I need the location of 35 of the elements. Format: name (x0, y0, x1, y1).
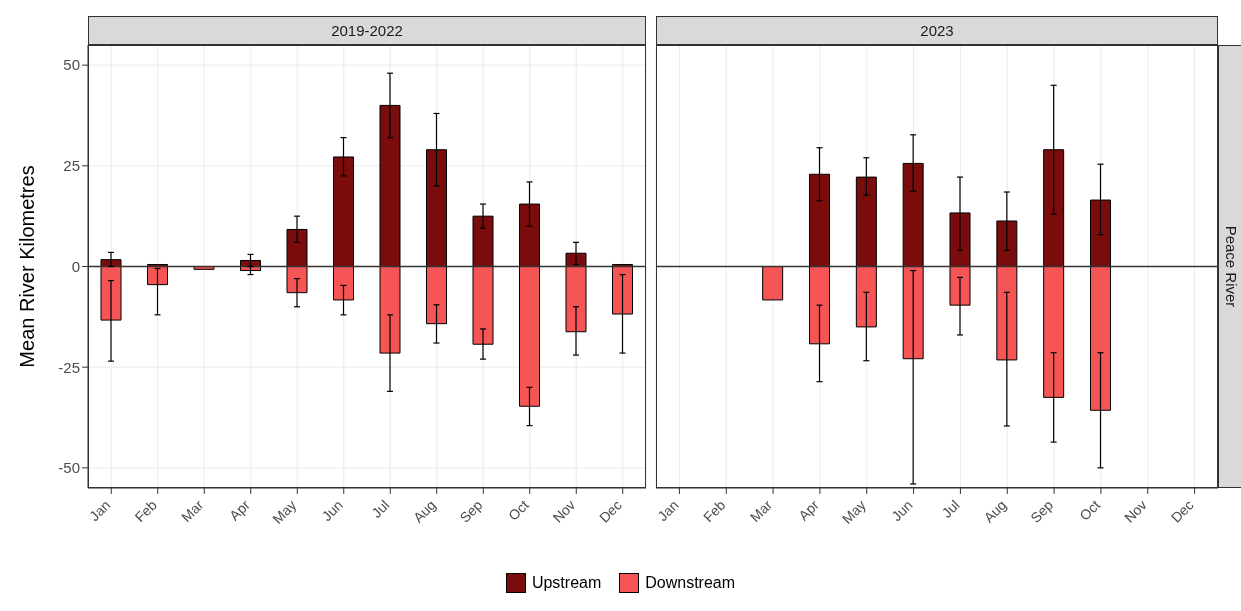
legend-label: Downstream (645, 574, 736, 592)
x-tick-label: Feb (700, 496, 729, 526)
x-tick-label: Jan (86, 496, 114, 525)
chart-title: 2019-2022 (88, 16, 646, 45)
x-tick-label: Jun (318, 496, 346, 525)
x-tick-label: Sep (456, 496, 486, 526)
y-tick-label: 0 (71, 257, 80, 275)
x-tick-label: May (269, 496, 300, 527)
x-tick-label: Feb (131, 496, 161, 526)
y-axis-title: Mean River Kilometres (15, 165, 39, 368)
x-tick-label: Apr (795, 496, 823, 524)
legend-label: Upstream (531, 574, 602, 592)
text: Peace River (1223, 225, 1241, 308)
x-tick-label: Aug (409, 496, 439, 526)
x-tick-label: Aug (980, 496, 1010, 526)
x-tick-label: Oct (505, 496, 532, 524)
x-tick-label: Dec (595, 496, 625, 526)
x-tick-label: Nov (549, 496, 579, 526)
y-tick-label: -25 (58, 358, 80, 376)
x-tick-label: Nov (1120, 496, 1150, 526)
x-tick-label: Jul (938, 496, 963, 521)
x-tick-label: Mar (746, 496, 776, 526)
x-tick-label: May (838, 496, 869, 527)
chart-title: 2023 (656, 16, 1218, 45)
y-tick-label: 25 (63, 157, 80, 175)
x-tick-label: Mar (178, 496, 207, 526)
x-tick-label: Jan (654, 496, 682, 525)
x-tick-label: Apr (226, 496, 254, 524)
y-tick-label: 50 (63, 56, 80, 74)
x-tick-label: Jul (368, 496, 393, 521)
x-tick-label: Jun (888, 496, 916, 525)
y-tick-label: -50 (58, 459, 80, 477)
x-tick-label: Dec (1167, 496, 1197, 526)
x-tick-label: Oct (1076, 496, 1104, 524)
x-tick-label: Sep (1027, 496, 1057, 526)
